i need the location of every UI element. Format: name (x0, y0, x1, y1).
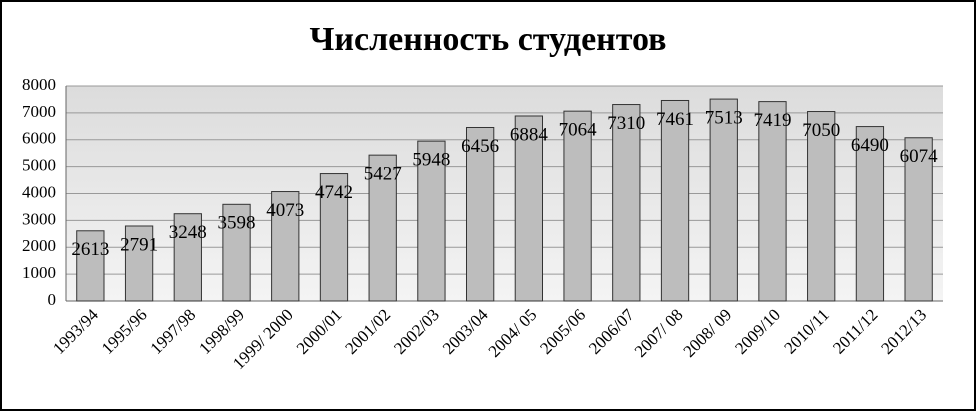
chart-title: Численность студентов (309, 21, 666, 58)
bar (855, 126, 885, 302)
bar (124, 225, 154, 302)
data-label: 7064 (559, 120, 598, 141)
y-tick-label: 4000 (22, 182, 56, 201)
data-label: 6456 (461, 136, 499, 157)
bar (173, 213, 202, 302)
bar (368, 154, 397, 302)
y-tick-label: 5000 (22, 156, 56, 175)
bar (271, 191, 300, 302)
data-label: 2791 (120, 234, 158, 255)
bar (514, 115, 544, 302)
data-label: 7419 (753, 110, 791, 131)
y-tick-label: 7000 (22, 102, 56, 121)
data-label: 3598 (218, 213, 256, 234)
bar (709, 98, 738, 302)
bar (612, 104, 641, 302)
bar (807, 111, 836, 302)
bar (758, 101, 787, 302)
data-label: 6074 (900, 146, 939, 167)
bar (904, 137, 933, 302)
y-tick-label: 8000 (22, 75, 56, 94)
data-label: 6490 (851, 135, 889, 156)
data-label: 5948 (412, 150, 450, 171)
bar (465, 126, 495, 302)
data-label: 7513 (705, 107, 743, 128)
data-label: 7461 (656, 109, 694, 130)
bar (417, 140, 446, 302)
data-label: 7310 (607, 113, 645, 134)
bar (222, 203, 251, 302)
y-tick-label: 1000 (22, 263, 56, 282)
data-label: 2613 (71, 239, 109, 260)
data-label: 4742 (315, 182, 353, 203)
data-label: 6884 (510, 124, 549, 145)
y-tick-label: 3000 (22, 209, 56, 228)
bar (319, 173, 349, 302)
bar (563, 110, 592, 302)
data-label: 5427 (364, 164, 402, 185)
y-tick-label: 2000 (22, 236, 56, 255)
y-tick-label: 6000 (22, 129, 56, 148)
data-label: 4073 (266, 200, 304, 221)
y-tick-label: 0 (48, 290, 57, 309)
data-label: 3248 (169, 222, 207, 243)
data-label: 7050 (802, 120, 840, 141)
bar (76, 230, 105, 302)
bar (660, 99, 690, 302)
